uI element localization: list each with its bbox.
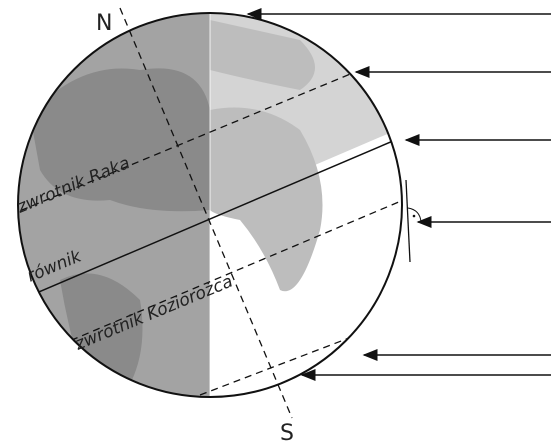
right-angle-dot [412, 214, 416, 218]
tangent [405, 179, 411, 263]
north-label: N [96, 11, 112, 36]
globe-outline [17, 12, 403, 398]
right-angle [407, 207, 422, 223]
sun-rays [246, 8, 551, 381]
earth-axis [119, 7, 293, 419]
south-label: S [280, 421, 294, 446]
